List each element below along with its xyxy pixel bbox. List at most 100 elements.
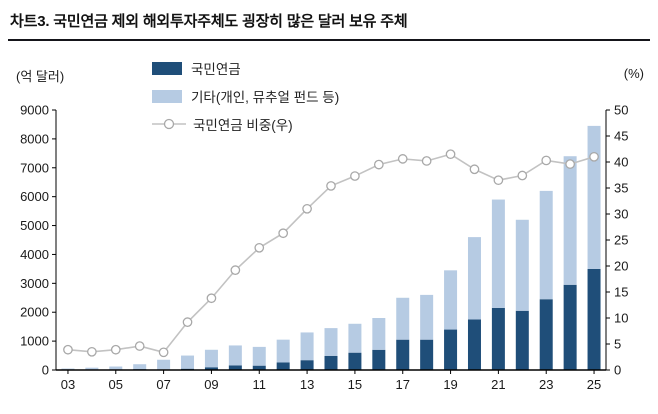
bar-other: [420, 294, 434, 340]
x-axis-tick-label: 03: [61, 377, 75, 392]
ratio-marker: [326, 181, 336, 191]
left-axis-tick-label: 5000: [20, 218, 49, 233]
bar-nps: [276, 362, 290, 370]
ratio-marker: [565, 159, 575, 169]
x-axis-tick-label: 15: [348, 377, 362, 392]
ratio-marker: [63, 344, 73, 355]
bar-nps: [444, 329, 458, 370]
bar-other: [324, 328, 338, 356]
ratio-marker: [445, 149, 456, 160]
left-axis-tick-label: 2000: [20, 305, 49, 320]
right-axis-tick-label: 25: [614, 233, 628, 248]
right-axis-tick-label: 35: [614, 181, 628, 196]
right-axis-tick-label: 50: [614, 103, 628, 118]
bar-nps: [420, 339, 434, 370]
ratio-marker: [110, 344, 121, 355]
bar-other: [467, 237, 481, 320]
bar-nps: [587, 268, 601, 370]
bar-other: [276, 339, 290, 363]
x-axis-tick-label: 05: [109, 377, 123, 392]
legend-item-other: 기타(개인, 뮤추얼 펀드 등): [152, 86, 339, 106]
bar-nps: [515, 310, 529, 370]
ratio-marker: [87, 346, 97, 357]
chart-title: 차트3. 국민연금 제외 해외투자주체도 굉장히 많은 달러 보유 주체: [10, 13, 408, 30]
bar-nps: [467, 319, 481, 370]
ratio-marker: [302, 203, 312, 214]
left-axis-tick-label: 3000: [20, 276, 49, 291]
left-axis-tick-label: 0: [42, 363, 49, 378]
ratio-marker: [350, 171, 360, 181]
ratio-marker: [469, 164, 480, 175]
bar-nps: [563, 284, 577, 370]
x-axis-tick-label: 23: [539, 377, 553, 392]
legend-label-ratio: 국민연금 비중(우): [193, 118, 293, 133]
bar-other: [204, 349, 218, 368]
ratio-marker: [421, 156, 432, 166]
bar-nps: [228, 365, 242, 370]
chart-legend: 국민연금 기타(개인, 뮤추얼 펀드 등) 국민연금 비중(우): [152, 58, 339, 142]
bar-other: [563, 156, 577, 285]
bar-other: [181, 355, 195, 369]
bar-nps: [348, 352, 362, 370]
bar-other: [491, 199, 505, 308]
x-axis-tick-label: 09: [204, 377, 218, 392]
bar-other: [300, 332, 314, 361]
bar-nps: [396, 339, 410, 370]
legend-line-marker-icon: [152, 118, 186, 130]
bar-other: [228, 345, 242, 366]
legend-swatch-other: [152, 89, 182, 103]
right-axis-tick-label: 30: [614, 207, 628, 222]
right-axis-tick-label: 20: [614, 259, 628, 274]
left-axis-tick-label: 4000: [20, 247, 49, 262]
left-axis-unit: (억 달러): [16, 69, 65, 84]
ratio-marker: [254, 242, 265, 253]
left-axis-tick-label: 6000: [20, 189, 49, 204]
bar-other: [444, 270, 458, 330]
ratio-marker: [158, 347, 169, 358]
bar-other: [157, 359, 171, 370]
ratio-marker: [589, 151, 599, 162]
bar-other: [587, 125, 601, 269]
ratio-marker: [230, 265, 241, 276]
right-axis-tick-label: 15: [614, 285, 628, 300]
x-axis-tick-label: 13: [300, 377, 314, 392]
ratio-marker: [493, 175, 504, 186]
bar-other: [372, 318, 386, 350]
ratio-marker: [134, 341, 145, 351]
x-axis-tick-label: 07: [156, 377, 170, 392]
legend-label-nps: 국민연금: [191, 62, 241, 77]
ratio-marker: [397, 154, 408, 164]
bar-other: [133, 364, 147, 370]
bar-nps: [252, 365, 266, 370]
bar-nps: [300, 360, 314, 370]
x-axis-tick-label: 25: [587, 377, 601, 392]
left-axis-tick-label: 9000: [20, 103, 49, 118]
right-axis-tick-label: 10: [614, 311, 628, 326]
x-axis-tick-label: 11: [253, 377, 267, 392]
ratio-marker: [541, 155, 552, 166]
right-axis-tick-label: 40: [614, 155, 628, 170]
x-axis-tick-label: 19: [443, 377, 457, 392]
legend-label-other: 기타(개인, 뮤추얼 펀드 등): [191, 90, 340, 105]
right-axis-tick-label: 5: [614, 337, 621, 352]
x-axis-tick-label: 17: [396, 377, 410, 392]
left-axis-tick-label: 1000: [20, 334, 49, 349]
x-axis-tick-label: 21: [491, 377, 505, 392]
left-axis-tick-label: 8000: [20, 131, 49, 146]
bars-group: [61, 125, 601, 370]
ratio-marker: [517, 170, 528, 181]
bar-nps: [491, 307, 505, 370]
bar-nps: [204, 367, 218, 370]
bar-other: [61, 368, 75, 370]
bar-other: [252, 346, 266, 366]
bar-other: [515, 219, 529, 311]
right-axis-tick-label: 0: [614, 363, 621, 378]
bar-other: [539, 190, 553, 300]
bar-nps: [372, 349, 386, 370]
right-axis-tick-label: 45: [614, 129, 628, 144]
left-axis-tick-label: 7000: [20, 160, 49, 175]
ratio-marker: [278, 228, 289, 239]
ratio-marker: [206, 293, 217, 304]
ratio-marker: [373, 159, 384, 170]
